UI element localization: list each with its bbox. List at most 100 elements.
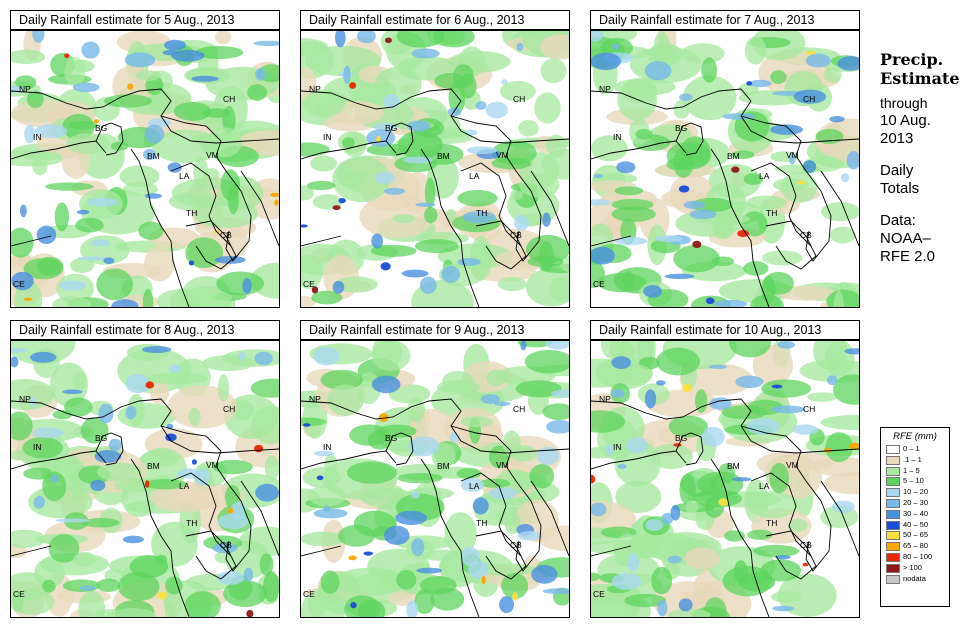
side-caption: Precip. Estimate through 10 Aug. 2013 Da… [880,50,965,266]
caption-date-line2: 2013 [880,130,914,147]
map-label-bg: BG [95,123,108,133]
map-label-la: LA [469,481,480,491]
legend-label: 80 – 100 [903,551,933,561]
legend-item: 30 – 40 [886,509,949,520]
legend-item: 10 – 20 [886,487,949,498]
map-label-cb: CB [800,230,812,240]
legend-item: 20 – 30 [886,498,949,509]
panel-title: Daily Rainfall estimate for 10 Aug., 201… [590,320,860,340]
panel-title: Daily Rainfall estimate for 5 Aug., 2013 [10,10,280,30]
legend-label: 50 – 65 [903,530,929,540]
legend-swatch [886,498,900,508]
map-label-th: TH [476,518,488,528]
legend-item: 80 – 100 [886,552,949,563]
map-label-ch: CH [803,94,816,104]
legend-swatch [886,509,900,519]
legend-label: 0 – 1 [903,444,920,453]
map-label-ce: CE [13,279,25,289]
legend-swatch [886,466,900,476]
map-label-in: IN [613,442,622,452]
panel-title: Daily Rainfall estimate for 7 Aug., 2013 [590,10,860,30]
legend-title: RFE (mm) [893,431,937,442]
rainfall-map-panel: Daily Rainfall estimate for 5 Aug., 2013… [10,10,280,308]
map-label-la: LA [469,171,480,181]
map-label-bm: BM [727,151,740,161]
map-label-th: TH [766,208,778,218]
map-label-la: LA [759,481,770,491]
map-label-cb: CB [800,540,812,550]
map-label-np: NP [19,394,31,404]
legend-item: 0 – 1 [886,444,949,455]
map-label-ce: CE [593,589,605,599]
legend-swatch [886,552,900,562]
map-label-bg: BG [675,123,688,133]
legend-swatch [886,574,900,584]
map-label-vm: VM [206,460,219,470]
map-label-cb: CB [220,230,232,240]
legend-item: > 100 [886,563,949,574]
map-label-vm: VM [496,460,509,470]
rainfall-map-image [591,31,859,307]
map-label-cb: CB [510,540,522,550]
legend-item: 50 – 65 [886,530,949,541]
legend-item: .1 – 1 [886,455,949,466]
legend-label: 65 – 80 [903,541,929,551]
map-label-vm: VM [496,150,509,160]
map-label-ch: CH [803,404,816,414]
map-label-in: IN [33,132,42,142]
map-label-bm: BM [147,151,160,161]
legend-item: 65 – 80 [886,541,949,552]
caption-title-line2: Estimate [880,69,960,88]
legend-item: 40 – 50 [886,520,949,531]
map-label-np: NP [599,394,611,404]
legend-swatch [886,455,900,465]
rainfall-map-image [11,31,279,307]
map-label-cb: CB [220,540,232,550]
caption-product: RFE 2.0 [880,248,936,265]
map-label-np: NP [19,84,31,94]
rainfall-map: NP IN BG BM CH VM LA TH CB CE [300,30,570,308]
legend-swatch [886,477,900,487]
map-label-in: IN [33,442,42,452]
rainfall-map-image [11,341,279,617]
map-label-bm: BM [437,461,450,471]
map-label-ce: CE [303,589,315,599]
map-label-np: NP [309,84,321,94]
map-label-ch: CH [223,404,236,414]
rainfall-map-image [591,341,859,617]
map-label-bm: BM [147,461,160,471]
caption-daily: Daily [880,162,914,179]
map-label-la: LA [759,171,770,181]
caption-source: NOAA– [880,230,931,247]
legend-swatch [886,542,900,552]
legend-label: 10 – 20 [903,487,929,497]
map-label-th: TH [186,518,198,528]
map-label-th: TH [766,518,778,528]
map-label-ch: CH [513,404,526,414]
map-label-th: TH [476,208,488,218]
legend-label: .1 – 1 [903,454,922,464]
map-label-ce: CE [13,589,25,599]
panel-title: Daily Rainfall estimate for 8 Aug., 2013 [10,320,280,340]
map-label-bg: BG [385,433,398,443]
map-label-ce: CE [303,279,315,289]
rainfall-map-image [301,341,569,617]
legend-swatch [886,531,900,541]
map-label-in: IN [323,132,332,142]
rainfall-map: NP IN BG BM CH VM LA TH CB CE [300,340,570,618]
rainfall-map: NP IN BG BM CH VM LA TH CB CE [590,30,860,308]
rainfall-map-panel: Daily Rainfall estimate for 10 Aug., 201… [590,320,860,618]
map-label-in: IN [613,132,622,142]
legend-label: 30 – 40 [903,508,929,518]
map-label-in: IN [323,442,332,452]
rainfall-map: NP IN BG BM CH VM LA TH CB CE [590,340,860,618]
map-label-ch: CH [513,94,526,104]
legend-label: > 100 [903,562,922,572]
legend-swatch [886,488,900,498]
rainfall-map-panel: Daily Rainfall estimate for 9 Aug., 2013… [300,320,570,618]
caption-through: through [880,95,928,111]
legend-item: 5 – 10 [886,476,949,487]
rainfall-map-panel: Daily Rainfall estimate for 7 Aug., 2013… [590,10,860,308]
panel-title: Daily Rainfall estimate for 9 Aug., 2013 [300,320,570,340]
